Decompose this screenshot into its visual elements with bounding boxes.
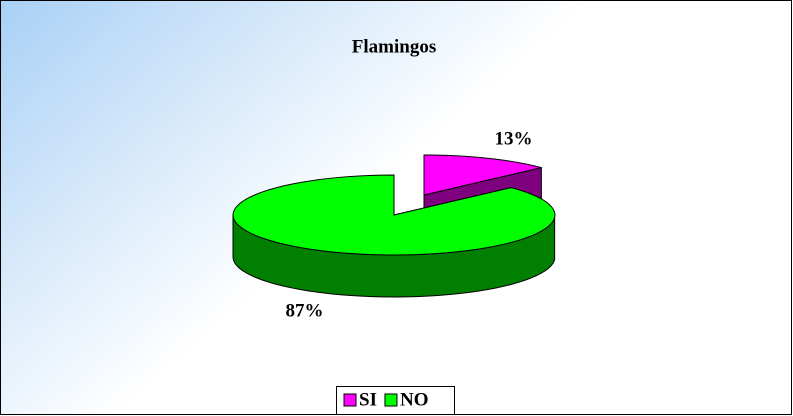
legend: SI NO: [336, 386, 455, 415]
legend-label: NO: [400, 389, 429, 410]
legend-swatch: [384, 393, 398, 407]
chart-title: Flamingos: [352, 36, 436, 57]
slice: [423, 154, 542, 196]
data-label: 87%: [285, 300, 323, 321]
pie: 13% 87%: [232, 128, 556, 321]
legend-label: SI: [359, 389, 377, 410]
slice: [232, 174, 556, 256]
legend-swatch: [343, 393, 357, 407]
data-label: 13%: [495, 128, 533, 149]
